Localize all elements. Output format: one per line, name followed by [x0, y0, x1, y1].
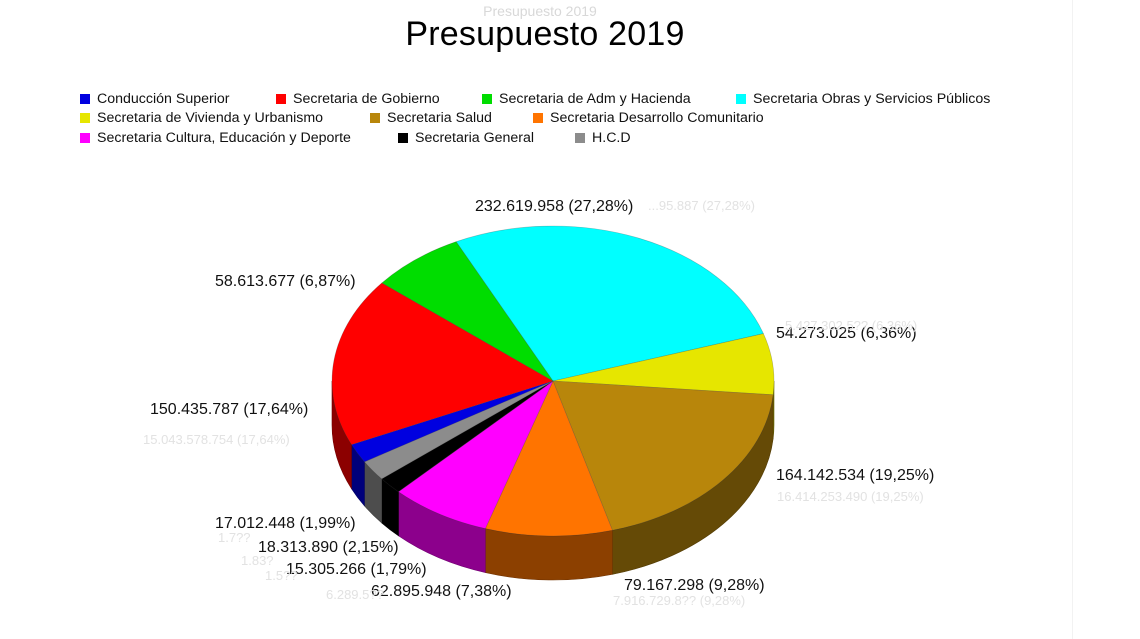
slice-label: 58.613.677 (6,87%)	[215, 273, 356, 290]
legend-item: Secretaria Salud	[370, 110, 492, 126]
slice-label: 232.619.958 (27,28%)	[475, 198, 634, 215]
slice-label: 18.313.890 (2,15%)	[258, 539, 399, 556]
legend-item: Secretaria Cultura, Educación y Deporte	[80, 130, 351, 146]
ghost-label: 16.414.253.490 (19,25%)	[777, 489, 924, 504]
chart-title: Presupuesto 2019	[405, 15, 685, 53]
slice-label: 164.142.534 (19,25%)	[776, 467, 935, 484]
pie-slice	[552, 380, 774, 531]
legend-row: Secretaria Cultura, Educación y Deporte S…	[80, 128, 1040, 148]
ghost-label: 7.916.729.8?? (9,28%)	[613, 593, 746, 608]
legend-swatch	[80, 93, 90, 104]
legend-swatch	[370, 113, 380, 124]
legend-swatch	[276, 93, 286, 104]
pie-sides	[331, 380, 775, 581]
legend-item: Secretaria de Adm y Hacienda	[482, 91, 691, 107]
pie-slice	[552, 333, 775, 396]
legend-label: Secretaria Cultura, Educación y Deporte	[97, 129, 351, 146]
legend-label: Secretaria Desarrollo Comunitario	[550, 110, 764, 127]
pie-slice	[381, 241, 554, 382]
ghost-label: ...95.887 (27,28%)	[648, 198, 755, 213]
ghost-title: Presupuesto 2019	[483, 3, 597, 19]
slice-label: 79.167.298 (9,28%)	[624, 577, 765, 594]
legend-swatch	[736, 93, 746, 104]
ghost-label: 1.83?	[241, 553, 274, 568]
ghost-label: 1.7??	[218, 530, 251, 545]
ghost-label: 5.427.302.5?? (6,36%)	[785, 318, 918, 333]
pie-slice	[363, 380, 554, 480]
pie-slice	[397, 380, 554, 529]
slice-label: 54.273.025 (6,36%)	[776, 325, 917, 342]
legend-item: Secretaria General	[398, 130, 534, 146]
slice-label: 15.305.266 (1,79%)	[286, 561, 427, 578]
legend-label: Secretaria Obras y Servicios Públicos	[753, 90, 991, 107]
ghost-label: 1.5??	[265, 568, 298, 583]
legend-label: Secretaria de Vivienda y Urbanismo	[97, 110, 324, 127]
legend-label: Conducción Superior	[97, 90, 230, 107]
pie-slice	[351, 380, 554, 463]
legend-swatch	[80, 113, 90, 124]
right-divider	[1072, 0, 1073, 639]
pie-slice	[484, 380, 613, 537]
legend-item: Secretaria de Vivienda y Urbanismo	[80, 110, 323, 126]
legend-label: Secretaria de Gobierno	[293, 90, 440, 107]
legend-row: Secretaria de Vivienda y Urbanismo Secret…	[80, 109, 1040, 129]
legend-swatch	[575, 132, 585, 143]
ghost-label: 15.043.578.754 (17,64%)	[143, 432, 290, 447]
pie-slice	[381, 380, 554, 493]
legend-swatch	[398, 132, 408, 143]
legend-item: Secretaria Desarrollo Comunitario	[533, 110, 764, 126]
slice-label: 17.012.448 (1,99%)	[215, 515, 356, 532]
legend-item: Conducción Superior	[80, 91, 230, 107]
legend-row: Conducción Superior Secretaria de Gobiern…	[80, 89, 1040, 109]
ghost-label: 6.289.5??	[326, 587, 384, 602]
legend-label: Secretaria de Adm y Hacienda	[499, 90, 691, 107]
slice-label: 150.435.787 (17,64%)	[150, 401, 309, 418]
legend-swatch	[80, 132, 90, 143]
legend-label: Secretaria General	[415, 129, 535, 146]
legend-item: Secretaria de Gobierno	[276, 91, 440, 107]
pie-slice	[455, 225, 764, 382]
legend-item: Secretaria Obras y Servicios Públicos	[736, 91, 990, 107]
legend-swatch	[482, 93, 492, 104]
legend-item: H.C.D	[575, 130, 631, 146]
legend-label: Secretaria Salud	[387, 110, 492, 127]
pie-slice	[331, 282, 554, 446]
slice-label: 62.895.948 (7,38%)	[371, 583, 512, 600]
chart-legend: Conducción Superior Secretaria de Gobiern…	[80, 89, 1040, 148]
legend-swatch	[533, 113, 543, 124]
pie-tops	[331, 225, 775, 537]
legend-label: H.C.D	[592, 129, 631, 146]
